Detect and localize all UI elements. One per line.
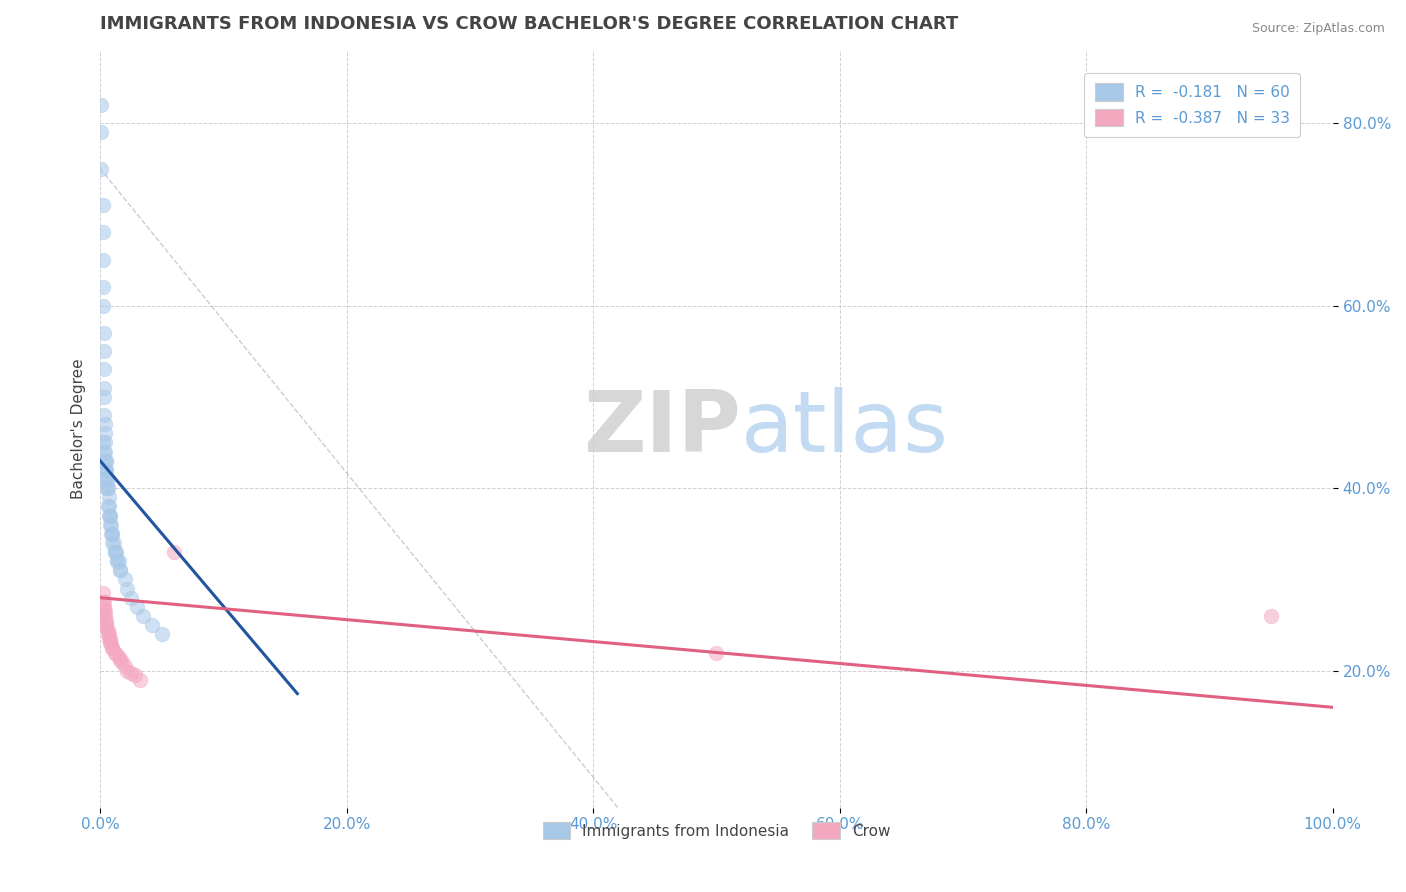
Point (104, 646, 127, 660)
Point (94, 417, 117, 432)
Point (124, 668, 146, 682)
Point (91, 252, 114, 267)
Point (100, 526, 122, 541)
Point (105, 648, 128, 662)
Point (90, 161, 112, 176)
Legend: Immigrants from Indonesia, Crow: Immigrants from Indonesia, Crow (537, 815, 897, 846)
Point (96, 472, 118, 486)
Point (94, 614, 117, 628)
Point (94, 444, 117, 458)
Point (93, 344, 115, 359)
Point (1260, 609, 1282, 624)
Point (96, 463, 118, 477)
Y-axis label: Bachelor's Degree: Bachelor's Degree (72, 359, 86, 500)
Point (94, 472, 117, 486)
Point (96, 481, 118, 495)
Point (94, 426, 117, 441)
Point (96, 481, 118, 495)
Point (91, 595, 114, 609)
Point (93, 326, 115, 340)
Text: ZIP: ZIP (583, 387, 741, 470)
Point (105, 545, 128, 559)
Point (100, 636, 122, 650)
Point (96, 472, 118, 486)
Point (98, 636, 121, 650)
Point (91, 280, 114, 294)
Point (93, 595, 115, 609)
Point (96, 500, 118, 514)
Point (91, 198, 114, 212)
Point (107, 650, 129, 665)
Point (101, 526, 124, 541)
Point (90, 97, 112, 112)
Point (97, 490, 120, 504)
Point (132, 609, 155, 624)
Point (94, 435, 117, 450)
Point (93, 454, 115, 468)
Point (96, 614, 118, 628)
Point (93, 408, 115, 422)
Point (94, 609, 117, 624)
Point (104, 545, 127, 559)
Point (96, 463, 118, 477)
Point (108, 563, 131, 577)
Point (96, 618, 118, 632)
Point (96, 481, 118, 495)
Point (96, 623, 118, 637)
Point (93, 381, 115, 395)
Point (97, 632, 120, 646)
Point (93, 390, 115, 404)
Point (105, 554, 128, 568)
Point (150, 627, 173, 641)
Point (91, 226, 114, 240)
Point (105, 554, 128, 568)
Point (108, 653, 131, 667)
Point (107, 554, 129, 568)
Point (117, 664, 139, 678)
Point (94, 604, 117, 618)
Point (97, 508, 120, 523)
Point (101, 640, 124, 655)
Point (98, 508, 121, 523)
Point (97, 627, 120, 641)
Point (93, 444, 115, 458)
Point (96, 627, 118, 641)
Text: Source: ZipAtlas.com: Source: ZipAtlas.com (1251, 22, 1385, 36)
Point (108, 563, 131, 577)
Point (94, 463, 117, 477)
Point (103, 536, 125, 550)
Point (93, 362, 115, 376)
Text: IMMIGRANTS FROM INDONESIA VS CROW BACHELOR'S DEGREE CORRELATION CHART: IMMIGRANTS FROM INDONESIA VS CROW BACHEL… (100, 15, 959, 33)
Point (98, 517, 121, 532)
Point (97, 500, 120, 514)
Point (93, 599, 115, 614)
Point (90, 125, 112, 139)
Point (127, 599, 149, 614)
Point (114, 659, 136, 673)
Point (98, 508, 121, 523)
Point (96, 620, 118, 634)
Point (98, 632, 121, 646)
Point (96, 454, 118, 468)
Point (100, 517, 122, 532)
Point (101, 526, 124, 541)
Point (104, 545, 127, 559)
Point (101, 536, 124, 550)
Point (141, 618, 163, 632)
Point (706, 646, 728, 660)
Point (93, 604, 115, 618)
Point (96, 454, 118, 468)
Point (120, 591, 142, 605)
Point (91, 435, 114, 450)
Point (114, 573, 136, 587)
Point (117, 582, 139, 596)
Point (163, 545, 186, 559)
Point (120, 665, 142, 680)
Point (111, 655, 134, 669)
Text: atlas: atlas (741, 387, 949, 470)
Point (91, 299, 114, 313)
Point (91, 586, 114, 600)
Point (101, 640, 124, 655)
Point (128, 673, 150, 687)
